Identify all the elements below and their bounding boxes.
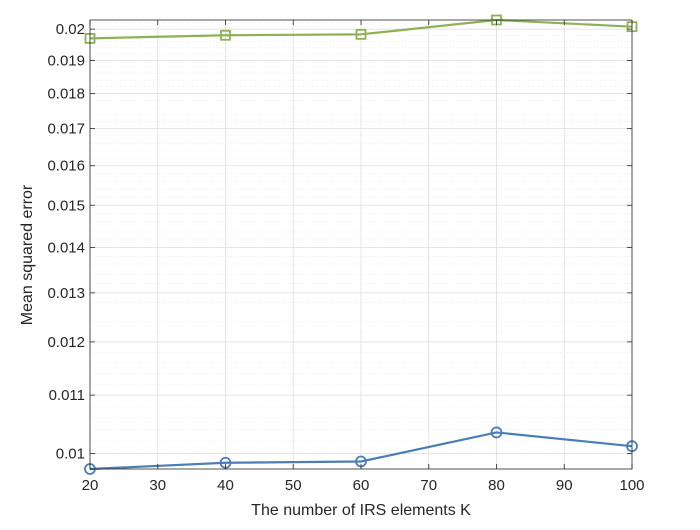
x-tick-label: 60 <box>353 477 370 494</box>
x-tick-label: 40 <box>217 477 234 494</box>
y-tick-label: 0.01 <box>56 445 85 462</box>
x-tick-label: 90 <box>556 477 573 494</box>
series-2-marker <box>490 426 503 439</box>
y-tick-label: 0.016 <box>47 158 85 175</box>
x-tick-label: 100 <box>619 477 644 494</box>
series-line-2 <box>89 431 633 471</box>
series-1-marker <box>220 29 231 41</box>
y-tick-label: 0.019 <box>47 53 85 70</box>
x-tick-label: 20 <box>82 477 99 494</box>
series-line-1 <box>89 18 633 40</box>
x-ticks: 20 30 40 50 60 70 80 90 100 <box>82 20 645 494</box>
y-tick-label: 0.015 <box>47 197 85 214</box>
y-tick-label: 0.012 <box>47 334 85 351</box>
y-tick-label: 0.013 <box>47 285 85 302</box>
y-tick-label: 0.02 <box>56 21 85 38</box>
y-tick-label: 0.011 <box>49 387 85 404</box>
x-tick-label: 50 <box>285 477 302 494</box>
x-tick-label: 30 <box>149 477 166 494</box>
y-axis-label: Mean squared error <box>19 184 36 325</box>
y-tick-label: 0.018 <box>47 86 85 103</box>
y-tick-label: 0.017 <box>47 121 85 138</box>
series-1-marker <box>355 28 367 40</box>
x-axis-label: The number of IRS elements K <box>251 502 471 519</box>
y-tick-label: 0.014 <box>47 239 85 256</box>
x-tick-label: 70 <box>420 477 437 494</box>
x-tick-label: 80 <box>488 477 505 494</box>
y-ticks: 0.01 0.011 0.012 0.013 0.014 0.015 0.016 0.017 0… <box>47 21 632 462</box>
